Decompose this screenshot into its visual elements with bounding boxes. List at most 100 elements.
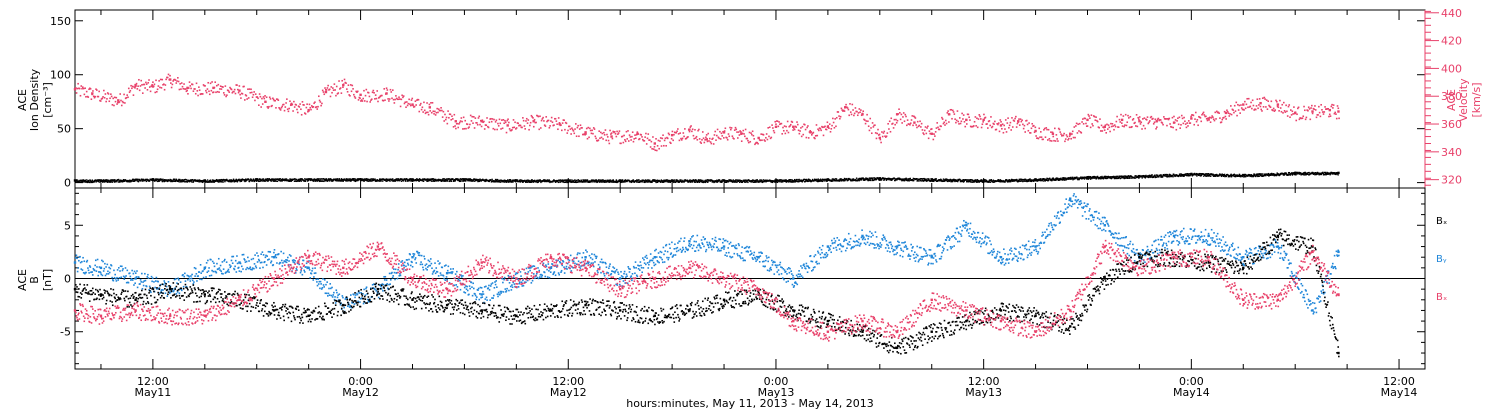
velocity-dot xyxy=(602,138,604,140)
density-dot xyxy=(553,179,555,181)
velocity-dot xyxy=(172,80,174,82)
velocity-dot xyxy=(1237,109,1240,111)
density-dot xyxy=(153,178,155,181)
velocity-dot xyxy=(298,106,301,108)
velocity-dot xyxy=(485,124,488,127)
density-dot xyxy=(570,179,572,181)
density-dot xyxy=(338,180,340,182)
density-dot xyxy=(320,178,322,180)
velocity-dot xyxy=(266,106,269,108)
density-dot xyxy=(519,181,522,183)
velocity-dot xyxy=(747,139,749,142)
density-dot xyxy=(612,179,614,181)
velocity-dot xyxy=(497,125,500,127)
velocity-dot xyxy=(1321,109,1323,111)
velocity-dot xyxy=(1323,111,1326,113)
density-dot xyxy=(1080,176,1082,178)
density-dot xyxy=(515,180,517,183)
velocity-dot xyxy=(1297,106,1300,109)
velocity-dot xyxy=(1227,112,1230,115)
velocity-dot xyxy=(1104,124,1107,126)
density-dot xyxy=(852,178,855,180)
velocity-point xyxy=(1103,125,1107,129)
velocity-dot xyxy=(1279,99,1281,102)
density-dot xyxy=(1158,176,1160,178)
velocity-dot xyxy=(719,138,722,140)
density-dot xyxy=(651,181,653,183)
velocity-dot xyxy=(997,122,1000,124)
velocity-dot xyxy=(935,127,938,129)
density-dot xyxy=(926,180,929,182)
velocity-dot xyxy=(525,117,528,120)
velocity-dot xyxy=(948,121,950,123)
velocity-dot xyxy=(507,118,509,121)
density-dot xyxy=(469,180,472,182)
density-dot xyxy=(700,179,703,181)
velocity-dot xyxy=(400,98,403,101)
velocity-dot xyxy=(466,123,469,126)
density-dot xyxy=(904,178,906,180)
density-dot xyxy=(651,180,654,182)
density-dot xyxy=(969,180,971,182)
velocity-dot xyxy=(1224,115,1227,118)
density-dot xyxy=(418,180,420,183)
velocity-point xyxy=(1242,103,1245,106)
density-dot xyxy=(714,181,716,183)
velocity-dot xyxy=(726,137,728,139)
density-dot xyxy=(252,178,255,180)
velocity-dot xyxy=(1171,116,1174,119)
velocity-dot xyxy=(1283,110,1286,112)
velocity-point xyxy=(307,108,310,112)
density-dot xyxy=(1182,174,1185,176)
velocity-dot xyxy=(1252,104,1255,107)
density-dot xyxy=(871,177,873,180)
velocity-dot xyxy=(968,116,970,119)
density-dot xyxy=(363,180,365,182)
density-dot xyxy=(482,178,484,181)
density-dot xyxy=(942,178,945,180)
velocity-dot xyxy=(314,101,316,104)
density-dot xyxy=(380,180,382,182)
velocity-dot xyxy=(1043,127,1046,130)
density-dot xyxy=(272,180,275,182)
velocity-dot xyxy=(811,132,814,135)
density-dot xyxy=(621,181,623,184)
velocity-dot xyxy=(675,131,678,134)
density-dot xyxy=(1154,175,1156,177)
velocity-dot xyxy=(705,134,708,136)
density-dot xyxy=(306,178,308,181)
velocity-dot xyxy=(263,97,266,100)
density-dot xyxy=(114,179,116,181)
density-dot xyxy=(219,179,222,181)
density-dot xyxy=(110,181,113,183)
velocity-dot xyxy=(1202,111,1205,114)
density-dot xyxy=(118,179,120,181)
velocity-dot xyxy=(649,146,652,148)
velocity-dot xyxy=(720,132,723,135)
velocity-dot xyxy=(425,111,428,114)
density-dot xyxy=(228,180,230,183)
density-dot xyxy=(441,178,444,180)
velocity-dot xyxy=(802,133,805,136)
velocity-dot xyxy=(420,102,422,105)
velocity-dot xyxy=(843,110,846,112)
density-dot xyxy=(1046,177,1049,180)
velocity-dot xyxy=(1100,124,1103,127)
density-dot xyxy=(819,178,822,180)
velocity-dot xyxy=(736,131,738,133)
density-dot xyxy=(933,180,935,183)
velocity-dot xyxy=(465,127,467,130)
velocity-dot xyxy=(277,99,280,101)
velocity-point xyxy=(982,118,985,122)
density-dot xyxy=(145,178,147,181)
velocity-dot xyxy=(267,107,269,109)
velocity-dot xyxy=(867,125,870,128)
density-dot xyxy=(516,179,519,181)
velocity-dot xyxy=(1031,122,1034,125)
density-dot xyxy=(509,180,511,183)
velocity-dot xyxy=(1004,119,1007,121)
velocity-dot xyxy=(856,110,858,113)
velocity-dot xyxy=(421,106,424,109)
density-dot xyxy=(626,180,628,183)
density-dot xyxy=(565,179,568,181)
